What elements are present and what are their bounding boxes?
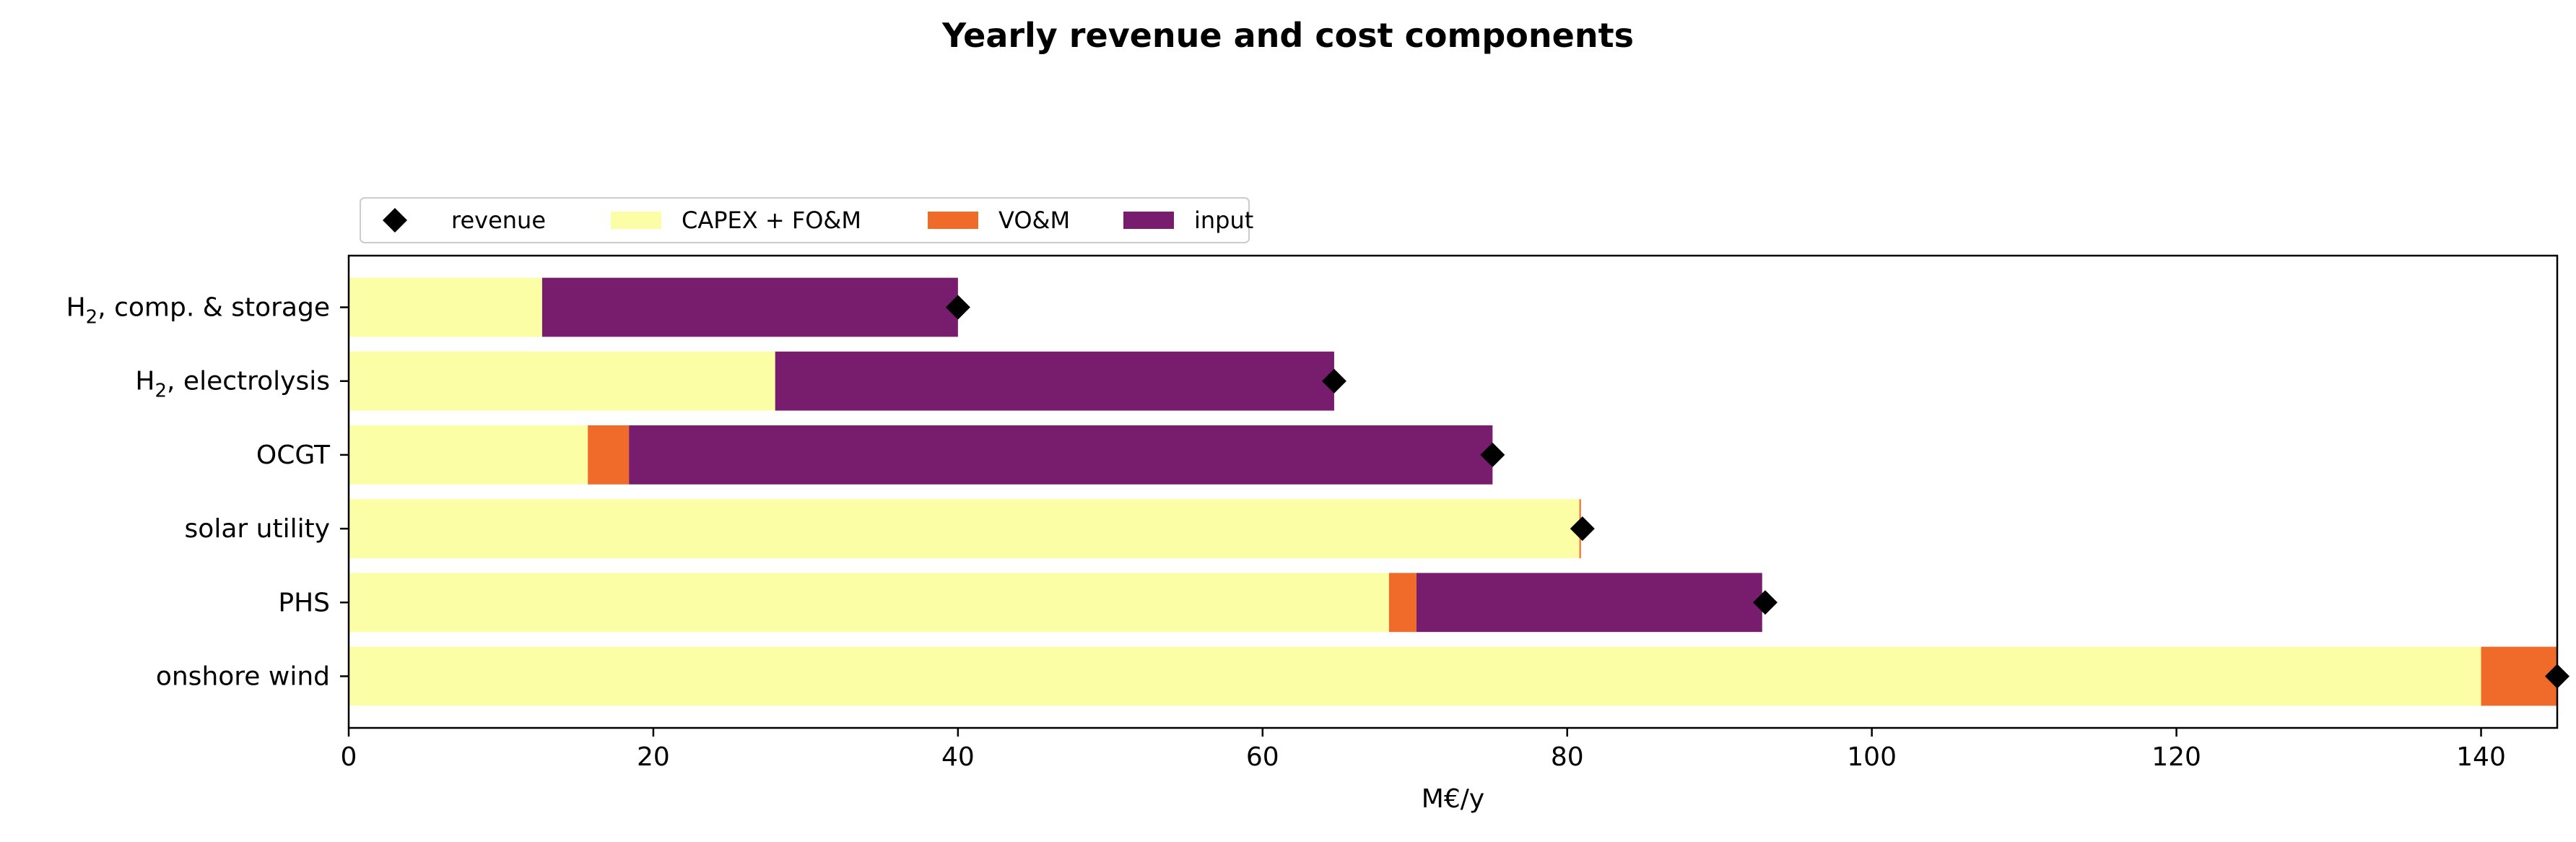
revenue-marker-0 (945, 295, 970, 320)
legend-swatch-capex-fo-m (611, 212, 661, 229)
axes-frame (347, 254, 2559, 729)
bar-vo-m-4 (1388, 573, 1417, 633)
bar-capex-fo-m-5 (349, 646, 2481, 706)
bar-capex-fo-m-1 (349, 351, 775, 411)
bar-vo-m-2 (588, 425, 630, 485)
bar-input-1 (775, 351, 1334, 411)
x-tick-label-2: 40 (941, 742, 975, 772)
ticks-layer: 0 20 40 60 80 100 120 140 H2, comp. & storage H2,… (66, 293, 2506, 772)
revenue-markers-layer (945, 295, 2570, 689)
x-tick-label-4: 80 (1551, 742, 1584, 772)
legend-label-vo-m: VO&M (998, 207, 1070, 234)
x-tick-label-3: 60 (1246, 742, 1279, 772)
y-tick-label-0: H2, comp. & storage (66, 293, 330, 329)
revenue-marker-1 (1321, 368, 1346, 394)
bar-input-0 (541, 277, 958, 337)
legend-label-input: input (1194, 207, 1253, 234)
x-axis-title: M€/y (1422, 784, 1484, 814)
legend-swatch-input (1123, 212, 1174, 229)
legend-marker-revenue (383, 208, 407, 233)
x-tick-label-6: 120 (2151, 742, 2201, 772)
legend-box (360, 197, 1250, 243)
legend: revenue CAPEX + FO&M VO&M input (360, 197, 1253, 243)
bars-layer (349, 277, 2557, 706)
y-tick-label-2: OCGT (256, 440, 331, 470)
bar-capex-fo-m-3 (349, 499, 1580, 558)
revenue-marker-3 (1570, 516, 1595, 542)
x-tick-label-7: 140 (2456, 742, 2506, 772)
bar-input-2 (629, 425, 1493, 485)
y-tick-label-3: solar utility (185, 514, 330, 544)
bar-capex-fo-m-2 (349, 425, 588, 485)
revenue-marker-4 (1752, 590, 1777, 615)
y-tick-label-4: PHS (278, 588, 330, 617)
x-tick-label-5: 100 (1847, 742, 1897, 772)
x-tick-label-1: 20 (637, 742, 670, 772)
revenue-marker-2 (1480, 442, 1505, 467)
legend-label-capex-fo-m: CAPEX + FO&M (682, 207, 861, 234)
legend-swatch-vo-m (928, 212, 978, 229)
bar-capex-fo-m-0 (349, 277, 542, 337)
bar-capex-fo-m-4 (349, 573, 1389, 633)
x-tick-label-0: 0 (341, 742, 357, 772)
bar-input-4 (1416, 573, 1762, 633)
y-tick-label-1: H2, electrolysis (135, 367, 330, 402)
chart-title: Yearly revenue and cost components (942, 16, 1634, 55)
bar-vo-m-5 (2481, 646, 2557, 706)
legend-label-revenue: revenue (451, 207, 546, 234)
y-tick-label-5: onshore wind (156, 661, 330, 691)
